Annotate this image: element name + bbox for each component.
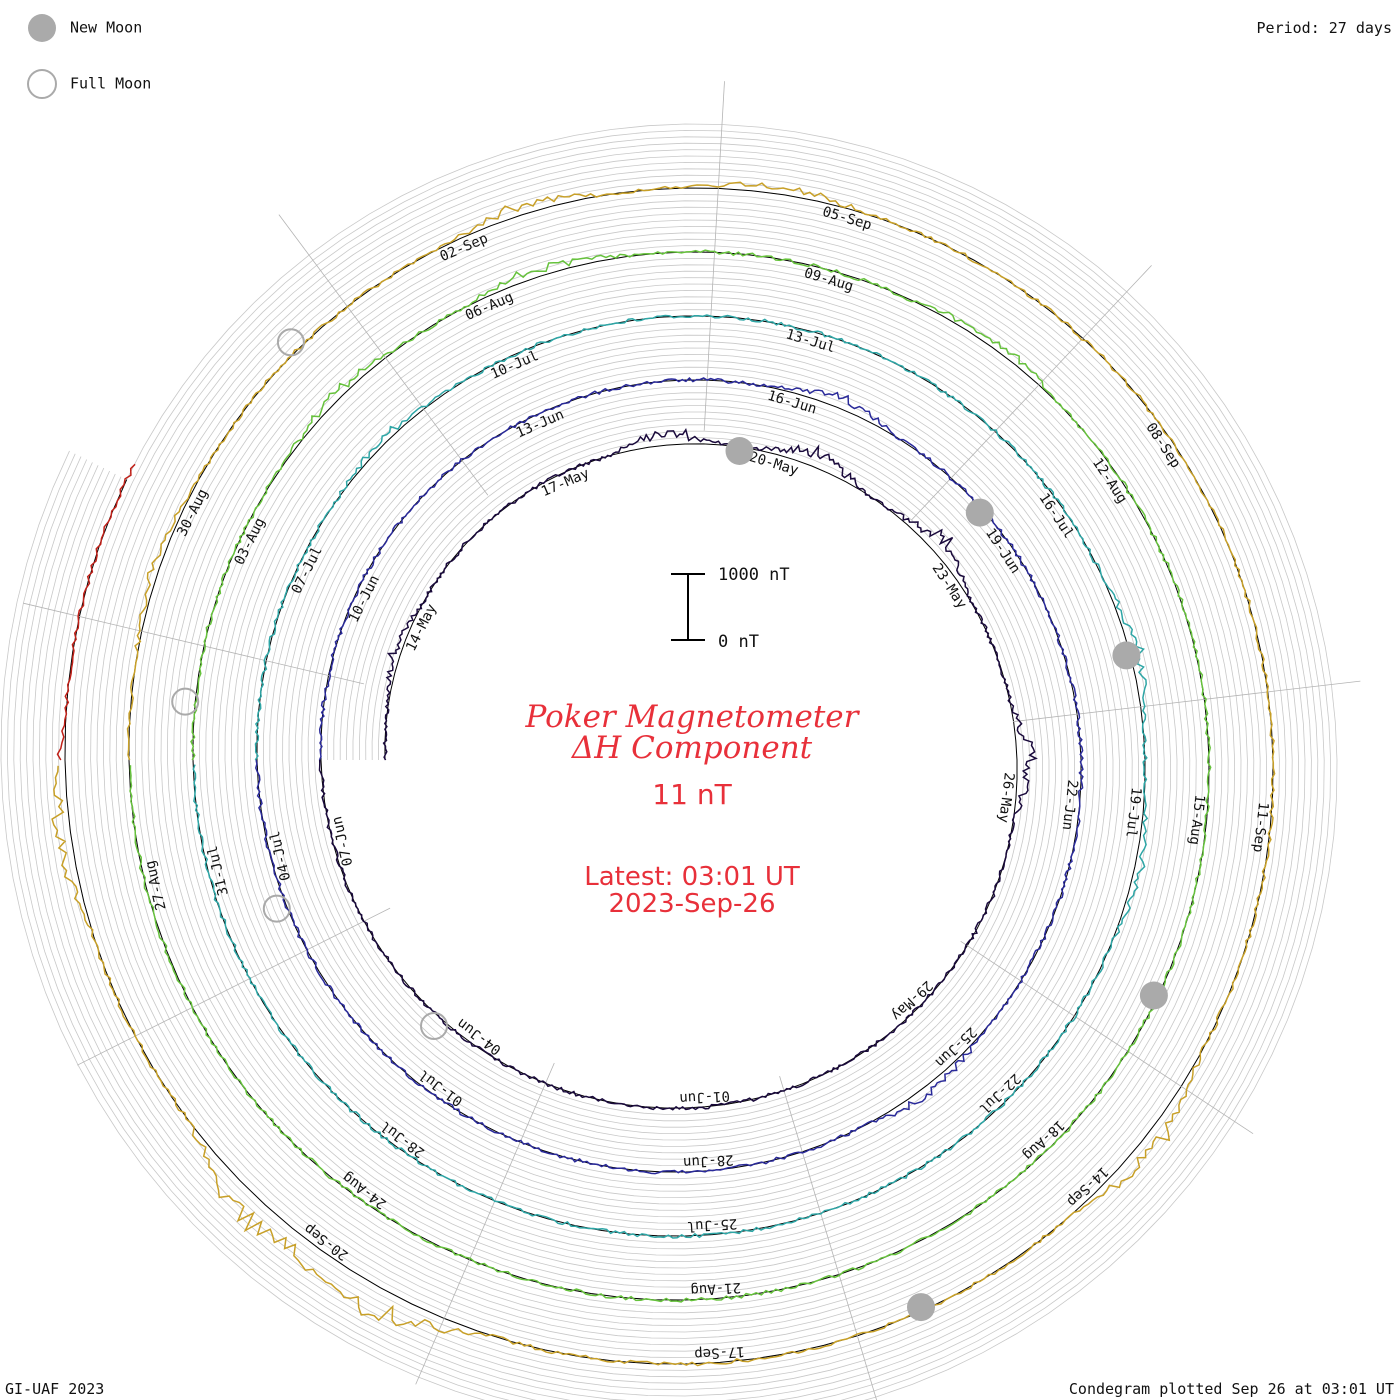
radial-spoke xyxy=(23,602,364,685)
new-moon-marker xyxy=(907,1293,935,1322)
date-label: 26-May xyxy=(995,772,1017,824)
series-trace xyxy=(129,249,1212,1303)
radial-spoke xyxy=(960,940,1254,1135)
scale-bottom-label: 0 nT xyxy=(718,632,759,652)
grid-spiral xyxy=(32,155,1306,1397)
grid-spiral xyxy=(6,129,1332,1400)
new-moon-marker xyxy=(1112,641,1141,670)
new-moon-legend-label: New Moon xyxy=(70,19,142,37)
full-moon-marker xyxy=(420,1012,448,1040)
series-trace xyxy=(51,181,1276,1367)
date-label: 07-Jul xyxy=(289,544,326,596)
chart-title: Poker Magnetometer xyxy=(525,699,861,735)
series-trace xyxy=(318,428,1038,1111)
date-label: 17-Sep xyxy=(694,1343,745,1362)
series-trace xyxy=(56,463,136,761)
new-moon-marker xyxy=(1139,981,1168,1010)
date-label: 25-Jul xyxy=(686,1215,737,1234)
grid-spiral xyxy=(26,149,1312,1400)
full-moon-marker xyxy=(276,328,305,357)
radial-spoke xyxy=(77,907,391,1066)
date-label: 11-Sep xyxy=(1249,801,1271,853)
date-label: 22-Jun xyxy=(1059,779,1081,831)
new-moon-legend-icon xyxy=(28,14,56,42)
grid-spiral xyxy=(58,181,1280,1371)
date-label: 10-Jun xyxy=(346,573,383,625)
series-layer xyxy=(51,181,1276,1367)
grid-spiral xyxy=(45,168,1293,1384)
date-label: 19-Jul xyxy=(1122,786,1144,838)
chart-subtitle: ΔH Component xyxy=(571,730,813,766)
date-label: 17-May xyxy=(539,465,592,500)
new-moon-marker xyxy=(965,498,994,527)
date-label: 03-Aug xyxy=(232,515,269,567)
date-label: 18-Aug xyxy=(1020,1117,1068,1163)
legend: New Moon Full Moon xyxy=(27,14,151,99)
series-trace xyxy=(255,377,1084,1175)
grid-spiral xyxy=(19,142,1319,1400)
date-label: 22-Jul xyxy=(976,1070,1024,1116)
latest-date: 2023-Sep-26 xyxy=(608,889,775,919)
date-label: 23-May xyxy=(928,561,969,612)
date-label: 06-Aug xyxy=(463,289,516,324)
date-label: 21-Aug xyxy=(690,1279,741,1298)
new-moon-marker xyxy=(725,437,754,465)
date-label: 10-Jul xyxy=(488,348,541,383)
grid-spiral xyxy=(51,174,1287,1378)
date-label: 30-Aug xyxy=(174,487,211,539)
scale-bar: 1000 nT 0 nT xyxy=(671,565,790,652)
full-moon-legend-label: Full Moon xyxy=(70,75,151,93)
footer-plotted: Condegram plotted Sep 26 at 03:01 UT xyxy=(1069,1380,1394,1398)
moon-marker-layer xyxy=(171,328,1168,1322)
date-label: 28-Jun xyxy=(683,1151,734,1170)
footer-credit: GI-UAF 2023 xyxy=(5,1380,104,1398)
current-value: 11 nT xyxy=(652,778,732,811)
full-moon-marker xyxy=(171,687,200,716)
series-trace xyxy=(192,314,1149,1239)
full-moon-legend-icon xyxy=(27,69,57,99)
date-label: 15-Aug xyxy=(1186,794,1208,846)
date-label: 13-Jun xyxy=(514,407,567,442)
scale-top-label: 1000 nT xyxy=(718,565,790,585)
period-label: Period: 27 days xyxy=(1257,19,1392,37)
date-label: 29-May xyxy=(888,977,936,1023)
grid-spiral xyxy=(38,161,1300,1391)
radial-spoke xyxy=(703,81,725,431)
grid-spiral xyxy=(13,136,1325,1400)
radial-spoke xyxy=(911,265,1152,521)
date-label: 01-Jun xyxy=(679,1087,730,1106)
date-label: 02-Sep xyxy=(438,230,491,265)
radial-spoke xyxy=(779,1075,878,1400)
date-label: 14-Sep xyxy=(1063,1163,1111,1209)
full-moon-marker xyxy=(262,894,291,923)
latest-time: Latest: 03:01 UT xyxy=(584,862,800,892)
radial-spoke xyxy=(1012,680,1361,723)
